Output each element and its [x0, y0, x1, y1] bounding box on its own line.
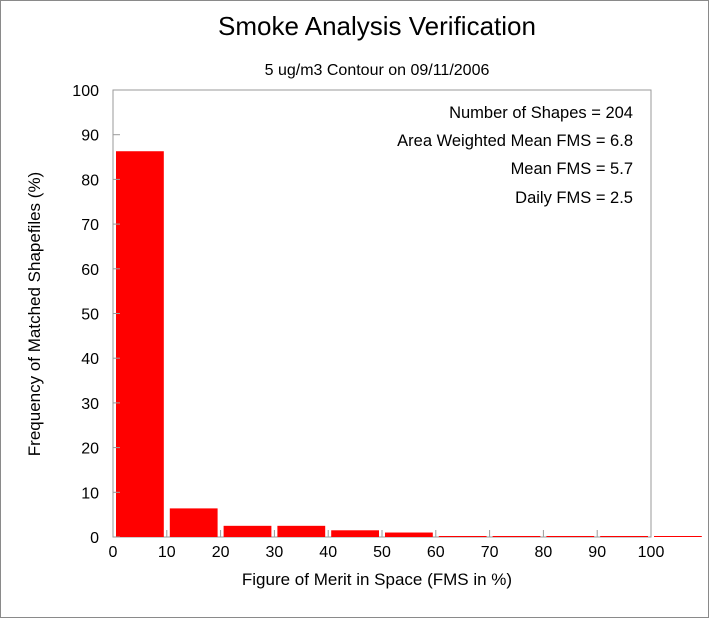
- y-tick-label-3: 30: [81, 396, 99, 413]
- annotation-number-of-shapes: Number of Shapes = 204: [449, 104, 633, 122]
- y-tick-label-8: 80: [81, 172, 99, 189]
- annotation-mean-fms: Mean FMS = 5.7: [511, 160, 633, 178]
- bar-2: [223, 525, 272, 537]
- stats-annotations: Number of Shapes = 204 Area Weighted Mea…: [397, 104, 633, 207]
- y-tick-label-9: 90: [81, 128, 99, 145]
- x-tick-label-1: 10: [158, 544, 176, 561]
- bar-4: [331, 530, 379, 537]
- bar-3: [277, 525, 326, 537]
- x-tick-label-4: 40: [319, 544, 337, 561]
- plot-area: [112, 89, 652, 538]
- x-tick-label-3: 30: [266, 544, 284, 561]
- x-tick-label-7: 70: [481, 544, 499, 561]
- x-tick-label-6: 60: [427, 544, 445, 561]
- tick-group: [112, 89, 652, 538]
- chart-title: Smoke Analysis Verification: [218, 11, 536, 41]
- y-tick-label-7: 70: [81, 217, 99, 234]
- x-tick-label-9: 90: [588, 544, 606, 561]
- x-tick-label-8: 80: [535, 544, 553, 561]
- bar-1: [169, 508, 218, 537]
- bar-9: [600, 536, 648, 537]
- chart-subtitle: 5 ug/m3 Contour on 09/11/2006: [265, 62, 490, 79]
- bar-10: [654, 536, 702, 537]
- x-tick-label-5: 50: [373, 544, 391, 561]
- y-axis-label: Frequency of Matched Shapefiles (%): [25, 172, 44, 456]
- tick-label-group: 0 10 20 30 40 50 60 70 80 90 100 0 10 20 30 40 50 60 70 80 9…: [72, 83, 664, 561]
- bar-6: [438, 536, 487, 537]
- bar-5: [385, 532, 433, 537]
- annotation-area-weighted-mean: Area Weighted Mean FMS = 6.8: [397, 132, 633, 150]
- annotation-daily-fms: Daily FMS = 2.5: [515, 189, 633, 207]
- y-tick-label-1: 10: [81, 485, 99, 502]
- y-tick-label-4: 40: [81, 351, 99, 368]
- y-tick-label-6: 60: [81, 262, 99, 279]
- bar-group: [116, 151, 702, 537]
- x-tick-label-10: 100: [638, 544, 665, 561]
- bar-7: [492, 536, 541, 537]
- y-tick-label-2: 20: [81, 441, 99, 458]
- y-tick-label-5: 50: [81, 307, 99, 324]
- bar-8: [546, 536, 595, 537]
- x-tick-label-0: 0: [109, 544, 118, 561]
- x-tick-label-2: 20: [212, 544, 230, 561]
- y-tick-label-10: 100: [72, 83, 99, 100]
- y-tick-label-0: 0: [90, 530, 99, 547]
- x-axis-label: Figure of Merit in Space (FMS in %): [242, 570, 512, 589]
- bar-0: [116, 151, 164, 537]
